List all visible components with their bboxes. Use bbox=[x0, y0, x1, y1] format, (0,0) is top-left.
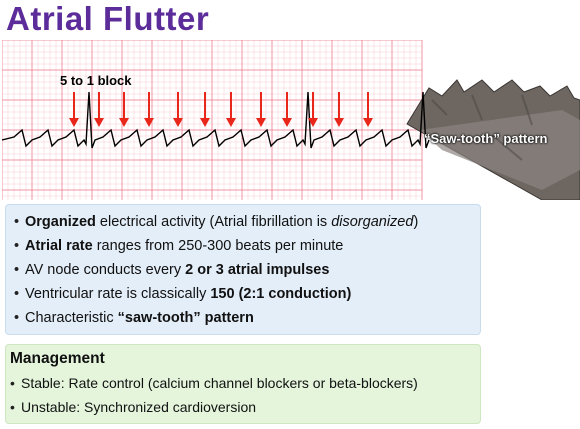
flutter-arrow bbox=[173, 92, 183, 127]
ecg-strip bbox=[2, 40, 580, 200]
flutter-arrow bbox=[200, 92, 210, 127]
ecg-trace bbox=[2, 91, 430, 149]
feature-item: Organized electrical activity (Atrial fi… bbox=[14, 210, 472, 234]
management-box: Management Stable: Rate control (calcium… bbox=[5, 344, 481, 424]
flutter-arrow bbox=[256, 92, 266, 127]
flutter-arrow bbox=[282, 92, 292, 127]
flutter-arrow bbox=[226, 92, 236, 127]
management-item: Unstable: Synchronized cardioversion bbox=[10, 395, 472, 419]
page-title: Atrial Flutter bbox=[6, 0, 210, 37]
management-item: Stable: Rate control (calcium channel bl… bbox=[10, 371, 472, 395]
block-label: 5 to 1 block bbox=[60, 73, 132, 88]
feature-item: Characteristic “saw-tooth” pattern bbox=[14, 306, 472, 330]
features-list: Organized electrical activity (Atrial fi… bbox=[14, 210, 472, 330]
management-list: Stable: Rate control (calcium channel bl… bbox=[10, 371, 472, 419]
features-box: Organized electrical activity (Atrial fi… bbox=[5, 204, 481, 335]
flutter-arrow bbox=[69, 92, 79, 127]
flutter-arrow bbox=[94, 92, 104, 127]
flutter-arrows bbox=[69, 92, 373, 127]
flutter-arrow bbox=[119, 92, 129, 127]
saw-blade-image bbox=[406, 79, 580, 200]
feature-item: AV node conducts every 2 or 3 atrial imp… bbox=[14, 258, 472, 282]
flutter-arrow bbox=[363, 92, 373, 127]
ecg-grid bbox=[2, 40, 423, 200]
feature-item: Atrial rate ranges from 250-300 beats pe… bbox=[14, 234, 472, 258]
flutter-arrow bbox=[308, 92, 318, 127]
saw-tooth-label: “Saw-tooth” pattern bbox=[424, 131, 548, 146]
flutter-arrow bbox=[144, 92, 154, 127]
feature-item: Ventricular rate is classically 150 (2:1… bbox=[14, 282, 472, 306]
management-title: Management bbox=[10, 350, 105, 367]
flutter-arrow bbox=[334, 92, 344, 127]
